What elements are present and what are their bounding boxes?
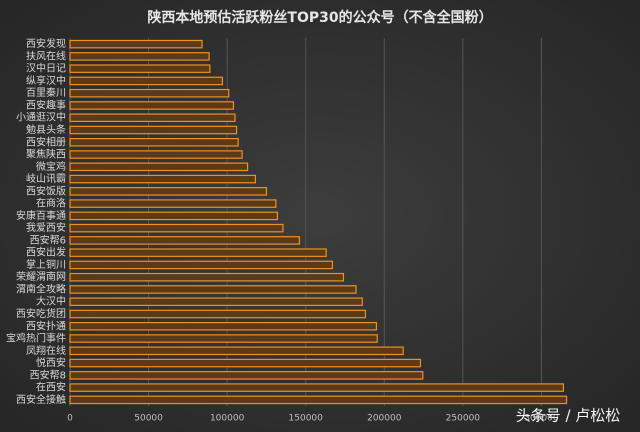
- y-tick-label: 我爱西安: [26, 221, 66, 234]
- bar: [69, 285, 357, 294]
- x-tick-label: 200000: [367, 414, 402, 424]
- bar: [69, 260, 334, 270]
- y-tick-label: 西安帮8: [30, 368, 66, 381]
- bar: [69, 137, 239, 147]
- x-tick-label: 300000: [524, 414, 559, 424]
- y-tick-label: 西安扑通: [26, 319, 66, 332]
- y-tick-label: 岐山讯霸: [26, 172, 66, 185]
- bar: [69, 297, 363, 307]
- y-tick-label: 百里秦川: [26, 86, 66, 99]
- x-tick-label: 150000: [289, 414, 324, 424]
- chart-title: 陕西本地预估活跃粉丝TOP30的公众号（不含全国粉）: [147, 9, 492, 26]
- bar: [69, 358, 422, 368]
- y-tick-label: 西安吃货团: [16, 307, 66, 320]
- bar: [69, 64, 211, 73]
- bar: [69, 383, 565, 392]
- bar: [69, 174, 257, 184]
- x-tick-label: 50000: [134, 414, 163, 424]
- bar: [69, 150, 243, 159]
- y-tick-label: 渭南全攻略: [16, 282, 66, 295]
- watermark: 头条号 / 卢松松: [516, 407, 621, 425]
- y-tick-label: 西安全接触: [16, 393, 66, 406]
- bar: [69, 223, 284, 233]
- y-tick-label: 大汉中: [36, 295, 66, 308]
- y-tick-label: 在西安: [36, 381, 66, 394]
- y-tick-label: 勉县头条: [26, 123, 66, 136]
- x-tick-label: 250000: [446, 414, 481, 424]
- bar: [69, 211, 279, 221]
- y-tick-label: 凤翔在线: [26, 344, 66, 357]
- y-tick-label: 汉中日记: [26, 62, 66, 75]
- y-tick-label: 扶风在线: [26, 49, 66, 62]
- y-tick-label: 小通逛汉中: [16, 111, 66, 124]
- y-tick-label: 西安出发: [26, 246, 66, 259]
- bar: [69, 321, 378, 331]
- y-tick-label: 宝鸡热门事件: [6, 332, 66, 345]
- y-tick-label: 西安趣事: [26, 98, 66, 111]
- y-tick-label: 西安帮6: [30, 233, 66, 246]
- bar: [69, 199, 277, 208]
- y-tick-label: 安康百事通: [16, 209, 66, 222]
- bar: [69, 76, 224, 86]
- x-tick-label: 100000: [210, 414, 245, 424]
- bar: [69, 39, 203, 49]
- bar: [69, 248, 327, 257]
- y-tick-label: 西安相册: [26, 135, 66, 148]
- y-tick-label: 在商洛: [36, 197, 66, 210]
- bar: [69, 236, 301, 245]
- bar: [69, 88, 230, 98]
- y-tick-label: 掌上铜川: [26, 259, 66, 271]
- bar: [69, 334, 378, 343]
- bar: [69, 395, 568, 405]
- bar: [69, 346, 404, 356]
- bar: [69, 272, 345, 282]
- y-tick-label: 微宝鸡: [36, 160, 66, 173]
- bar: [69, 371, 424, 380]
- y-tick-label: 纵享汉中: [26, 74, 66, 87]
- bar: [69, 187, 268, 196]
- y-tick-label: 悦西安: [36, 356, 66, 369]
- y-tick-label: 西安饭版: [26, 184, 66, 197]
- y-tick-label: 聚焦陕西: [26, 148, 66, 161]
- bar: [69, 113, 236, 123]
- y-tick-label: 荣耀渭南网: [16, 270, 66, 283]
- bar: [69, 52, 210, 61]
- bar: [69, 101, 235, 110]
- bar: [69, 162, 249, 172]
- bar: [69, 125, 238, 135]
- x-tick-label: 0: [67, 414, 73, 424]
- y-tick-label: 西安发现: [26, 37, 66, 50]
- bar: [69, 309, 367, 319]
